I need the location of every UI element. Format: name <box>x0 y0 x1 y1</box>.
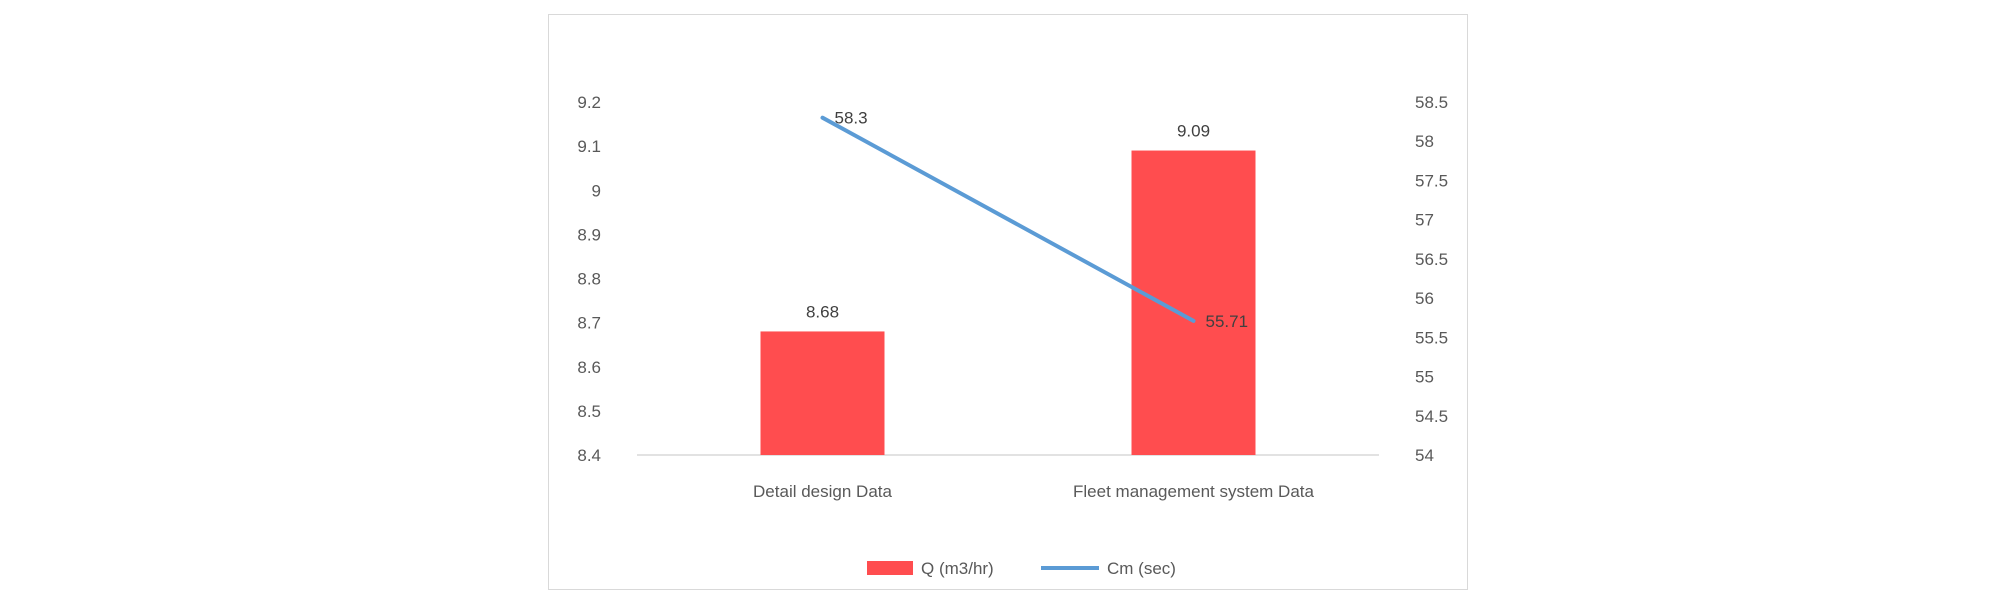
left-tick-label: 9.1 <box>577 137 601 156</box>
right-tick-label: 56 <box>1415 289 1434 308</box>
right-axis: 54 54.5 55 55.5 56 56.5 57 57.5 58 58.5 <box>1415 93 1448 465</box>
legend-swatch-q <box>867 561 913 575</box>
x-axis-ticks: Detail design Data Fleet management syste… <box>753 482 1314 501</box>
data-labels: 8.68 9.09 58.3 55.71 <box>806 109 1248 331</box>
legend: Q (m3/hr) Cm (sec) <box>867 559 1176 578</box>
left-tick-label: 8.6 <box>577 358 601 377</box>
right-tick-label: 57.5 <box>1415 171 1448 190</box>
bar <box>1131 150 1256 455</box>
left-tick-label: 9.2 <box>577 93 601 112</box>
right-tick-label: 54 <box>1415 446 1434 465</box>
chart-area: 8.4 8.5 8.6 8.7 8.8 8.9 9 9.1 9.2 54 54.5 55 55.5 56… <box>548 14 1468 590</box>
bar-series <box>760 150 1256 455</box>
legend-label-cm: Cm (sec) <box>1107 559 1176 578</box>
x-tick-label: Fleet management system Data <box>1073 482 1314 501</box>
left-tick-label: 9 <box>592 181 601 200</box>
left-tick-label: 8.5 <box>577 402 601 421</box>
chart-svg: 8.4 8.5 8.6 8.7 8.8 8.9 9 9.1 9.2 54 54.5 55 55.5 56… <box>577 93 1448 578</box>
line-series <box>820 115 1196 323</box>
right-tick-label: 55 <box>1415 368 1434 387</box>
left-axis: 8.4 8.5 8.6 8.7 8.8 8.9 9 9.1 9.2 <box>577 93 601 465</box>
line-data-label: 58.3 <box>835 109 868 128</box>
bar <box>760 331 885 455</box>
right-tick-label: 57 <box>1415 211 1434 230</box>
bar-data-label: 8.68 <box>806 302 839 321</box>
bar-data-label: 9.09 <box>1177 122 1210 141</box>
line-data-label: 55.71 <box>1206 312 1249 331</box>
right-tick-label: 58.5 <box>1415 93 1448 112</box>
right-tick-label: 55.5 <box>1415 328 1448 347</box>
right-tick-label: 54.5 <box>1415 407 1448 426</box>
right-tick-label: 56.5 <box>1415 250 1448 269</box>
left-tick-label: 8.4 <box>577 446 601 465</box>
left-tick-label: 8.7 <box>577 314 601 333</box>
left-tick-label: 8.8 <box>577 270 601 289</box>
line-path <box>820 115 1196 323</box>
left-tick-label: 8.9 <box>577 225 601 244</box>
right-tick-label: 58 <box>1415 132 1434 151</box>
legend-label-q: Q (m3/hr) <box>921 559 994 578</box>
x-tick-label: Detail design Data <box>753 482 892 501</box>
